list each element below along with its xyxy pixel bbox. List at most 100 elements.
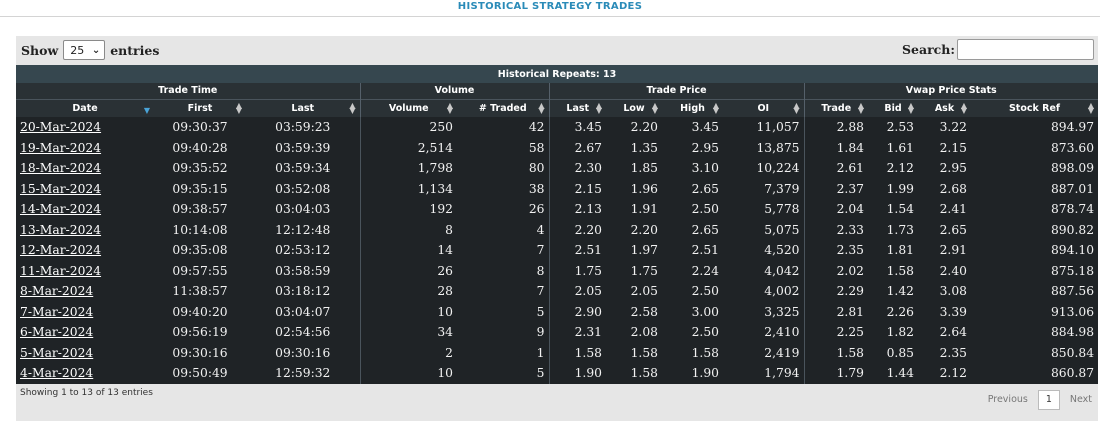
cell-bid: 2.12 — [886, 161, 914, 176]
cell-stock-ref: 878.74 — [1050, 202, 1095, 217]
cell-volume: 8 — [359, 219, 457, 240]
date-link[interactable]: 13-Mar-2024 — [20, 222, 102, 237]
date-link[interactable]: 20-Mar-2024 — [20, 120, 102, 135]
cell-trade-last: 2.67 — [548, 137, 606, 158]
table-row: 13-Mar-2024 10:14:08 12:12:48 8 4 2.20 2.20 2.6… — [16, 219, 1098, 240]
column-header-volume[interactable]: Volume ▲ ▼ — [359, 98, 457, 117]
cell-ask: 2.95 — [939, 161, 967, 176]
date-link[interactable]: 4-Mar-2024 — [20, 366, 94, 381]
column-header-label: Ask — [934, 102, 955, 114]
search-control: Search: — [902, 39, 1094, 60]
next-button[interactable]: Next — [1069, 394, 1092, 405]
column-header-label: Bid — [884, 102, 902, 114]
cell-first: 09:30:37 — [172, 120, 228, 135]
date-link[interactable]: 15-Mar-2024 — [20, 181, 102, 196]
cell-bid: 1.61 — [886, 140, 914, 155]
cell-first: 09:35:52 — [172, 161, 228, 176]
date-link[interactable]: 5-Mar-2024 — [20, 345, 94, 360]
column-header-vwap-trade[interactable]: Trade ▲ ▼ — [803, 98, 868, 117]
sort-icon: ▲ ▼ — [349, 100, 356, 115]
cell-high: 2.50 — [691, 284, 719, 299]
cell-volume: 1,134 — [359, 178, 457, 199]
column-header-last[interactable]: Last ▲ ▼ — [246, 98, 360, 117]
table-controls: Show 25 ⌄ entries Search: — [16, 36, 1098, 65]
cell-high: 2.50 — [691, 202, 719, 217]
column-header-ask[interactable]: Ask ▲ ▼ — [918, 98, 971, 117]
cell-trade-last: 2.05 — [548, 281, 606, 302]
page-1-button[interactable]: 1 — [1037, 389, 1060, 410]
table-row: 5-Mar-2024 09:30:16 09:30:16 2 1 1.58 1.58 1.58… — [16, 342, 1098, 363]
cell-ask: 3.39 — [939, 304, 967, 319]
cell-low: 1.96 — [630, 181, 658, 196]
date-link[interactable]: 18-Mar-2024 — [20, 161, 102, 176]
date-link[interactable]: 11-Mar-2024 — [20, 263, 102, 278]
cell-traded: 1 — [536, 345, 545, 360]
entries-select-value: 25 — [70, 43, 85, 57]
cell-oi: 10,224 — [756, 161, 800, 176]
column-header-traded[interactable]: # Traded ▲ ▼ — [457, 98, 549, 117]
cell-vwap-trade: 2.29 — [803, 281, 868, 302]
table-row: 6-Mar-2024 09:56:19 02:54:56 34 9 2.31 2.08 2.5… — [16, 322, 1098, 343]
date-link[interactable]: 7-Mar-2024 — [20, 304, 94, 319]
cell-low: 1.85 — [630, 161, 658, 176]
cell-ask: 2.12 — [939, 366, 967, 381]
cell-last: 03:18:12 — [275, 284, 331, 299]
cell-date: 7-Mar-2024 — [16, 302, 154, 323]
table-row: 19-Mar-2024 09:40:28 03:59:39 2,514 58 2.67 1.… — [16, 137, 1098, 158]
column-header-date[interactable]: Date ▲▼ — [16, 98, 154, 117]
date-link[interactable]: 6-Mar-2024 — [20, 325, 94, 340]
cell-ask: 2.41 — [939, 202, 967, 217]
table-row: 14-Mar-2024 09:38:57 03:04:03 192 26 2.13 1.91… — [16, 199, 1098, 220]
cell-traded: 42 — [528, 120, 545, 135]
cell-oi: 11,057 — [756, 120, 800, 135]
cell-traded: 38 — [528, 181, 545, 196]
cell-bid: 1.54 — [886, 202, 914, 217]
entries-select[interactable]: 25 ⌄ — [63, 40, 106, 60]
table-row: 11-Mar-2024 09:57:55 03:58:59 26 8 1.75 1.75 2.… — [16, 260, 1098, 281]
title-divider — [0, 16, 1100, 17]
column-header-first[interactable]: First ▲ ▼ — [154, 98, 246, 117]
cell-high: 2.50 — [691, 325, 719, 340]
cell-trade-last: 1.90 — [548, 363, 606, 384]
search-input[interactable] — [957, 39, 1094, 60]
column-header-label: Last — [566, 102, 590, 114]
cell-low: 2.20 — [630, 222, 658, 237]
cell-first: 09:56:19 — [172, 325, 228, 340]
cell-volume: 34 — [359, 322, 457, 343]
column-header-oi[interactable]: OI ▲ ▼ — [723, 98, 804, 117]
sort-icon: ▲ ▼ — [651, 100, 658, 115]
cell-stock-ref: 873.60 — [1050, 140, 1095, 155]
cell-stock-ref: 890.82 — [1050, 222, 1095, 237]
column-header-high[interactable]: High ▲ ▼ — [662, 98, 723, 117]
cell-high: 2.65 — [691, 222, 719, 237]
cell-high: 2.24 — [691, 263, 719, 278]
group-header-row: Trade Time Volume Trade Price Vwap Price… — [16, 83, 1099, 99]
cell-traded: 5 — [536, 304, 545, 319]
cell-ask: 3.08 — [939, 284, 967, 299]
previous-button[interactable]: Previous — [987, 394, 1028, 405]
sort-icon: ▲ ▼ — [538, 100, 545, 115]
cell-date: 18-Mar-2024 — [16, 158, 154, 179]
date-link[interactable]: 8-Mar-2024 — [20, 284, 94, 299]
cell-trade-last: 2.13 — [548, 199, 606, 220]
cell-high: 2.51 — [691, 243, 719, 258]
cell-high: 1.58 — [691, 345, 719, 360]
entries-label: entries — [110, 42, 160, 58]
date-link[interactable]: 19-Mar-2024 — [20, 140, 102, 155]
cell-volume: 26 — [359, 260, 457, 281]
cell-stock-ref: 894.10 — [1050, 243, 1095, 258]
column-header-low[interactable]: Low ▲ ▼ — [606, 98, 662, 117]
cell-first: 09:40:28 — [172, 140, 228, 155]
cell-oi: 2,410 — [764, 325, 800, 340]
column-header-stock-ref[interactable]: Stock Ref ▲ ▼ — [971, 98, 1099, 117]
sort-icon: ▲ ▼ — [1087, 100, 1095, 115]
cell-trade-last: 2.31 — [548, 322, 606, 343]
group-trade-time: Trade Time — [16, 83, 360, 99]
date-link[interactable]: 14-Mar-2024 — [20, 202, 102, 217]
column-header-trade-last[interactable]: Last ▲ ▼ — [548, 98, 606, 117]
date-link[interactable]: 12-Mar-2024 — [20, 243, 102, 258]
cell-traded: 4 — [536, 222, 545, 237]
cell-low: 1.97 — [630, 243, 658, 258]
cell-last: 12:12:48 — [275, 222, 331, 237]
column-header-bid[interactable]: Bid ▲ ▼ — [868, 98, 918, 117]
